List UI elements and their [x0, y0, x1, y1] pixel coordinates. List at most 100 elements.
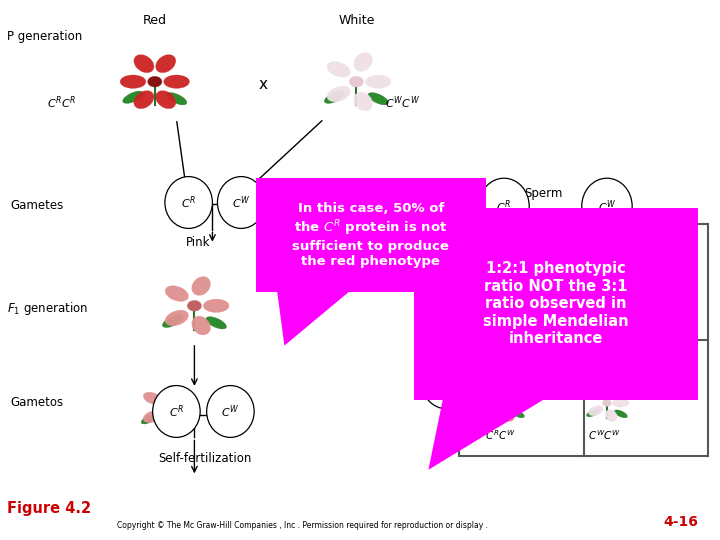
Ellipse shape	[614, 410, 627, 418]
Ellipse shape	[368, 93, 388, 105]
Ellipse shape	[163, 415, 178, 430]
Text: $C^W$: $C^W$	[598, 198, 616, 214]
Ellipse shape	[207, 386, 254, 437]
Ellipse shape	[485, 406, 500, 416]
Ellipse shape	[606, 384, 617, 396]
Ellipse shape	[217, 177, 265, 228]
Text: Copyright © The Mc Graw-Hill Companies , Inc . Permission required for reproduct: Copyright © The Mc Graw-Hill Companies ,…	[117, 521, 488, 530]
Text: x: x	[258, 77, 267, 92]
Text: White: White	[338, 14, 374, 26]
Polygon shape	[428, 400, 544, 470]
Polygon shape	[277, 292, 349, 346]
Ellipse shape	[588, 309, 603, 319]
Ellipse shape	[153, 386, 200, 437]
Ellipse shape	[325, 91, 345, 103]
Text: $C^R$: $C^R$	[168, 403, 184, 420]
Ellipse shape	[614, 329, 627, 337]
Text: $C^R$: $C^R$	[496, 198, 512, 214]
Ellipse shape	[505, 305, 518, 316]
Text: $C^RC^R$: $C^RC^R$	[47, 95, 76, 111]
Text: 1:2:1 phenotypic
ratio NOT the 3:1
ratio observed in
simple Mendelian
inheritanc: 1:2:1 phenotypic ratio NOT the 3:1 ratio…	[483, 261, 629, 346]
Ellipse shape	[192, 316, 210, 335]
Ellipse shape	[613, 318, 629, 326]
Ellipse shape	[354, 92, 372, 111]
Ellipse shape	[479, 178, 529, 234]
Ellipse shape	[587, 409, 600, 417]
Ellipse shape	[165, 286, 189, 301]
Ellipse shape	[503, 409, 514, 422]
Circle shape	[160, 403, 171, 411]
Ellipse shape	[206, 317, 226, 329]
Text: $C^R$$C^W$: $C^R$$C^W$	[485, 428, 516, 442]
Text: $C^R$: $C^R$	[181, 194, 197, 211]
Text: $C^W$: $C^W$	[221, 403, 240, 420]
Circle shape	[500, 319, 508, 326]
Text: Sperm: Sperm	[524, 187, 563, 200]
Ellipse shape	[156, 55, 176, 73]
Text: $C^WC^W$: $C^WC^W$	[385, 95, 420, 111]
Circle shape	[603, 400, 611, 407]
Ellipse shape	[588, 325, 603, 335]
Ellipse shape	[354, 52, 372, 71]
Ellipse shape	[365, 75, 391, 89]
Ellipse shape	[134, 55, 154, 73]
Text: In this case, 50% of
the $C^R$ protein is not
sufficient to produce
the red phen: In this case, 50% of the $C^R$ protein i…	[292, 202, 449, 268]
Ellipse shape	[203, 299, 229, 313]
Text: Figure 4.2: Figure 4.2	[7, 501, 91, 516]
Ellipse shape	[327, 62, 351, 77]
Text: $C^W$: $C^W$	[232, 194, 251, 211]
Ellipse shape	[606, 328, 617, 341]
Circle shape	[603, 319, 611, 326]
Text: $C^W$: $C^W$	[437, 373, 456, 389]
Text: $C^RC^W$: $C^RC^W$	[256, 262, 288, 279]
Ellipse shape	[134, 91, 154, 109]
Ellipse shape	[613, 399, 629, 407]
Text: Gametos: Gametos	[11, 396, 64, 409]
Text: $F_2$ generation: $F_2$ generation	[400, 226, 481, 242]
Ellipse shape	[606, 303, 617, 315]
Text: Pink: Pink	[186, 235, 210, 249]
Ellipse shape	[485, 390, 500, 400]
Text: Red: Red	[143, 14, 167, 26]
Text: $F_1$ generation: $F_1$ generation	[7, 300, 89, 316]
Ellipse shape	[503, 384, 514, 396]
Ellipse shape	[606, 409, 617, 422]
Ellipse shape	[120, 75, 146, 89]
Circle shape	[148, 76, 162, 87]
Text: $C^R$$C^R$: $C^R$$C^R$	[487, 374, 514, 388]
Ellipse shape	[511, 329, 524, 337]
Ellipse shape	[165, 310, 189, 326]
Bar	[459, 224, 708, 456]
Ellipse shape	[490, 328, 503, 339]
Ellipse shape	[505, 328, 518, 339]
Text: $C^R$: $C^R$	[438, 270, 454, 286]
Bar	[256, 178, 486, 292]
Ellipse shape	[588, 390, 603, 400]
Ellipse shape	[587, 328, 600, 336]
Ellipse shape	[166, 93, 186, 105]
Text: $C^W$$C^W$: $C^W$$C^W$	[588, 428, 621, 442]
Ellipse shape	[192, 276, 210, 295]
Ellipse shape	[163, 385, 178, 400]
Circle shape	[349, 76, 364, 87]
Text: Self-fertilization: Self-fertilization	[158, 451, 252, 465]
Ellipse shape	[421, 353, 472, 409]
Ellipse shape	[511, 410, 524, 418]
Ellipse shape	[484, 328, 497, 336]
Ellipse shape	[163, 75, 189, 89]
Ellipse shape	[143, 411, 161, 423]
Ellipse shape	[582, 178, 632, 234]
Ellipse shape	[510, 318, 526, 326]
Circle shape	[500, 400, 508, 407]
Ellipse shape	[482, 318, 498, 326]
Text: Gametes: Gametes	[11, 199, 64, 212]
Text: $C^W$$C^R$: $C^W$$C^R$	[590, 374, 620, 388]
Ellipse shape	[172, 402, 192, 413]
Ellipse shape	[123, 91, 143, 103]
Text: Egg: Egg	[417, 327, 440, 341]
Ellipse shape	[484, 409, 497, 417]
Ellipse shape	[163, 315, 183, 327]
Text: 4-16: 4-16	[664, 515, 698, 529]
Bar	[414, 208, 698, 400]
Ellipse shape	[510, 399, 526, 407]
